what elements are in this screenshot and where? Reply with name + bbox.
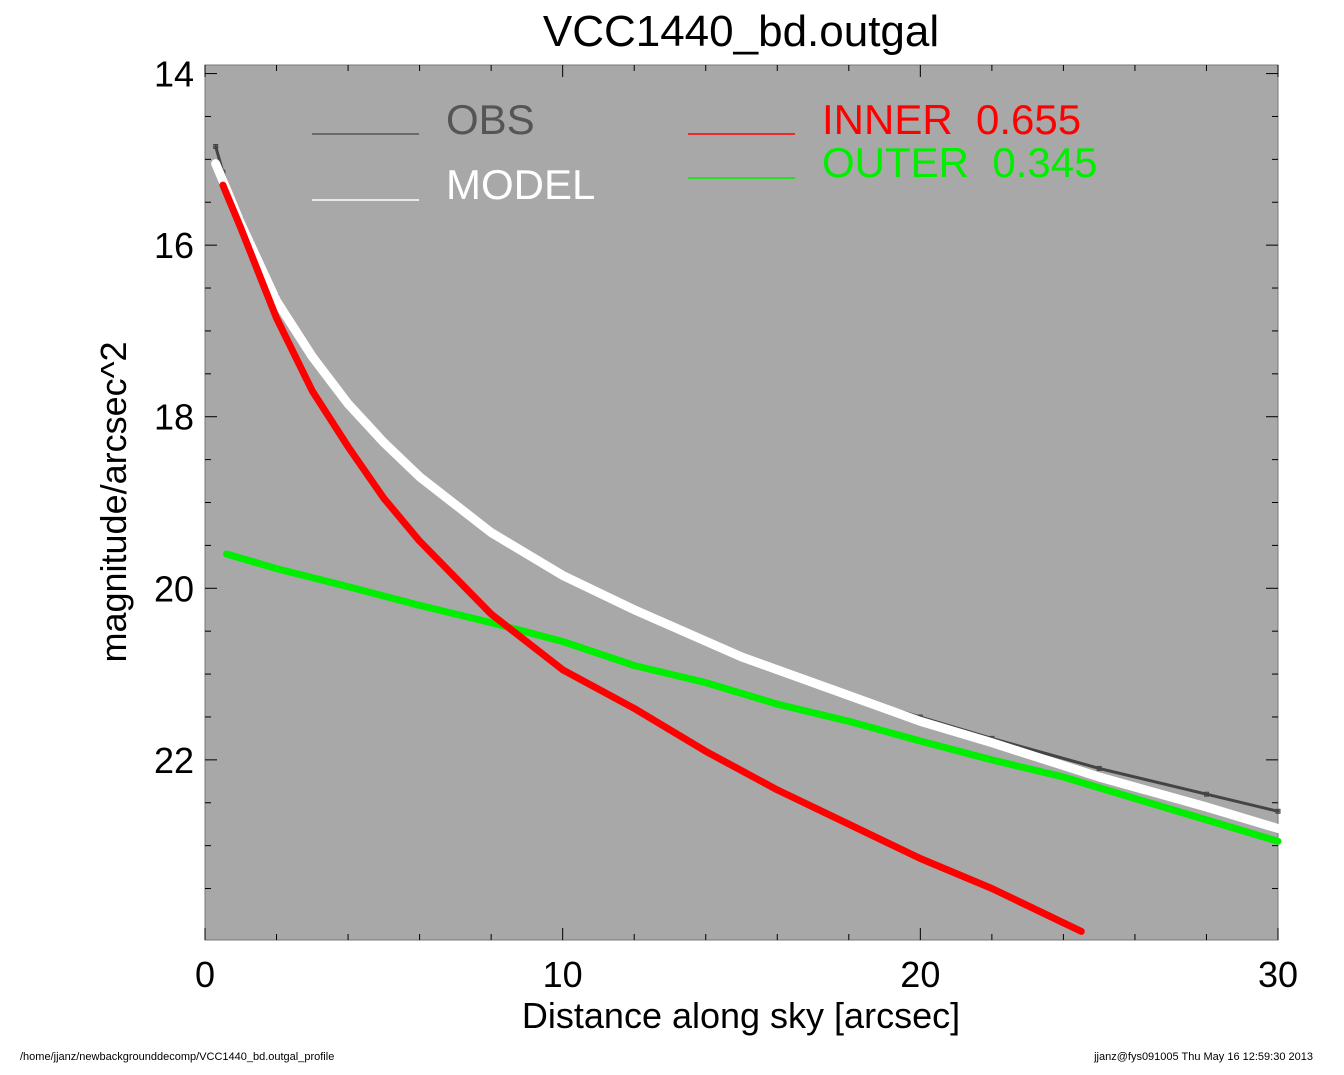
data-point [1275,838,1281,844]
data-point [274,566,279,572]
data-point [1204,804,1209,810]
data-point [917,738,923,744]
plot-area [204,64,1279,941]
data-point [560,572,566,578]
legend-item-model: MODEL [312,161,595,208]
data-point [345,584,351,590]
data-point [846,718,852,724]
data-point [703,680,709,686]
legend-item-inner: INNER 0.655 [688,96,1081,143]
data-point [1060,920,1066,926]
x-tick-label: 20 [900,954,940,995]
data-point [739,654,744,660]
data-point [1132,796,1138,801]
data-point [989,886,995,891]
data-point [213,144,219,149]
data-point [274,315,279,321]
data-point [309,354,315,360]
data-point [488,620,494,626]
chart-title: VCC1440_bd.outgal [543,7,939,56]
legend-label: OUTER 0.345 [822,139,1097,186]
y-tick-label: 20 [154,568,194,609]
data-point [703,748,709,754]
data-point [417,474,423,480]
data-point [1275,826,1281,831]
data-point [220,182,226,188]
series-outer [223,550,1282,845]
data-point [488,611,494,617]
data-point [774,787,780,793]
y-tick-label: 14 [154,54,194,95]
data-point [417,602,423,608]
series-inner [219,181,1085,935]
data-point [1275,808,1281,814]
data-point [1096,774,1102,780]
data-point [1204,791,1209,797]
series-line-inner [219,181,1085,935]
legend-label: OBS [446,96,535,143]
x-tick-label: 10 [543,954,583,995]
data-point [774,701,780,707]
data-point [213,161,219,167]
data-point [1204,817,1209,823]
y-tick-label: 16 [154,225,194,266]
axes-layer: 0 10 20 30 14 16 18 20 22 [154,54,1298,995]
x-tick-label: 0 [195,954,215,995]
data-point [631,705,637,711]
data-point [846,821,852,827]
y-axis-label: magnitude/arcsec^2 [93,341,134,662]
data-point [1096,765,1102,771]
data-point [989,740,995,746]
x-tick-label: 30 [1258,954,1298,995]
data-point [345,444,351,450]
data-point [1060,774,1066,780]
data-point [1078,928,1084,934]
footer-path: /home/jjanz/newbackgrounddecomp/VCC1440_… [20,1051,335,1063]
data-point [381,495,387,501]
data-point [631,607,637,613]
legend-label: INNER 0.655 [822,96,1081,143]
data-point [917,856,923,861]
data-point [238,225,244,231]
y-tick-label: 22 [154,740,194,781]
legend-item-outer: OUTER 0.345 [688,139,1097,186]
data-point [381,440,387,445]
legend-item-obs: OBS [312,96,535,143]
x-axis-label: Distance along sky [arcsec] [522,995,960,1036]
legend-label: MODEL [446,161,595,208]
data-point [345,401,351,407]
data-point [917,718,923,724]
data-point [560,639,566,644]
y-tick-label: 18 [154,397,194,438]
data-point [846,693,852,698]
series-layer [211,144,1283,935]
data-point [989,757,995,763]
data-point [631,663,637,668]
data-point [417,538,423,544]
data-point [274,298,279,304]
data-point [224,551,229,557]
data-point [560,667,566,673]
series-line-outer [223,550,1282,845]
data-point [488,530,494,535]
data-point [309,388,315,394]
footer-user-timestamp: jjanz@fys091005 Thu May 16 12:59:30 2013 [1094,1051,1313,1063]
series-line-model [211,159,1283,833]
